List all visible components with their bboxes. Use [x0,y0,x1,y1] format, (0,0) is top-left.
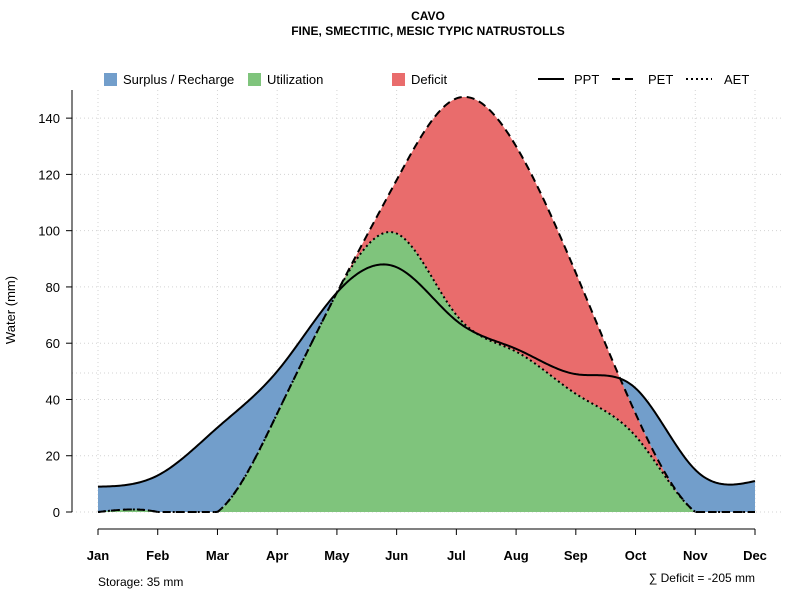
x-tick-label-feb: Feb [146,548,169,563]
deficit-area [98,96,755,513]
x-tick-label-dec: Dec [743,548,767,563]
x-tick-label-oct: Oct [625,548,647,563]
y-tick-label-80: 80 [46,280,60,295]
x-tick-label-may: May [324,548,350,563]
y-tick-label-60: 60 [46,336,60,351]
legend-label-pet: PET [648,72,673,87]
chart-title: CAVO [411,9,445,23]
x-tick-label-aug: Aug [503,548,528,563]
fill-areas [98,96,755,513]
x-tick-label-nov: Nov [683,548,708,563]
storage-note: Storage: 35 mm [98,575,183,589]
x-tick-label-jul: Jul [447,548,466,563]
axes: 0 20 40 60 80 100 120 140 Jan Feb Mar Apr May Jun Jul A… [38,90,767,563]
legend-label-deficit: Deficit [411,72,448,87]
series-lines [97,95,756,513]
chart-title-group: CAVO FINE, SMECTITIC, MESIC TYPIC NATRUS… [291,9,565,38]
x-tick-label-apr: Apr [266,548,288,563]
surplus-area [98,96,755,513]
legend-swatch-surplus [104,73,117,86]
deficit-note: ∑ Deficit = -205 mm [649,571,755,585]
y-tick-label-40: 40 [46,392,60,407]
x-tick-label-mar: Mar [206,548,229,563]
x-tick-label-jan: Jan [87,548,109,563]
utilization-area [98,232,755,513]
legend-label-aet: AET [724,72,749,87]
chart-subtitle: FINE, SMECTITIC, MESIC TYPIC NATRUSTOLLS [291,24,565,38]
legend-label-surplus: Surplus / Recharge [123,72,234,87]
legend-swatch-utilization [248,73,261,86]
legend-swatch-deficit [392,73,405,86]
x-tick-label-sep: Sep [564,548,588,563]
series-line-aet [97,231,755,513]
legend: Surplus / Recharge Utilization Deficit P… [104,72,749,87]
series-line-pet [97,95,755,513]
y-tick-label-100: 100 [38,224,60,239]
x-tick-label-jun: Jun [385,548,408,563]
y-tick-label-20: 20 [46,449,60,464]
legend-label-utilization: Utilization [267,72,323,87]
y-tick-label-120: 120 [38,167,60,182]
legend-label-ppt: PPT [574,72,599,87]
y-axis-label: Water (mm) [3,276,18,344]
series-line-ppt [97,263,756,488]
y-tick-label-0: 0 [53,505,60,520]
y-tick-label-140: 140 [38,111,60,126]
